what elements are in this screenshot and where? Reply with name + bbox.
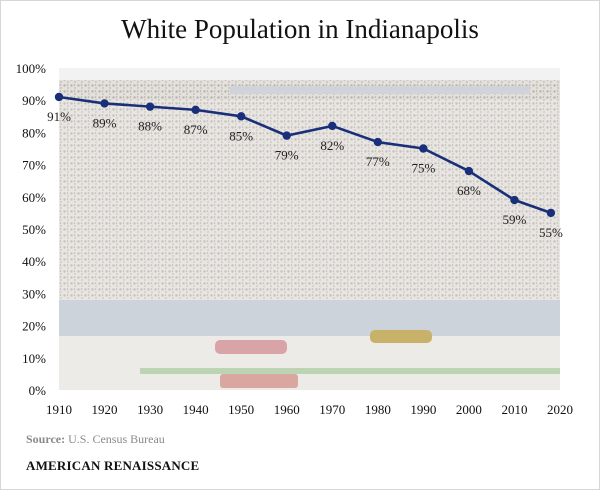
y-tick-label: 20% — [22, 319, 46, 334]
y-tick-label: 30% — [22, 286, 46, 301]
data-point — [546, 208, 556, 218]
y-tick-label: 50% — [22, 222, 46, 237]
x-tick-label: 1960 — [274, 402, 300, 417]
data-label: 82% — [320, 138, 344, 153]
y-tick-label: 0% — [29, 383, 47, 398]
y-tick-label: 90% — [22, 93, 46, 108]
data-label: 79% — [275, 148, 299, 163]
x-tick-label: 1940 — [183, 402, 209, 417]
x-tick-label: 2010 — [501, 402, 527, 417]
x-tick-label: 1910 — [46, 402, 72, 417]
grandstand-photo-background — [59, 68, 560, 390]
data-label: 85% — [229, 128, 253, 143]
brand-name: AMERICAN RENAISSANCE — [26, 458, 200, 473]
source-label: Source: — [26, 432, 66, 446]
data-label: 89% — [93, 115, 117, 130]
data-point — [100, 99, 109, 108]
data-label: 91% — [47, 109, 71, 124]
data-point — [464, 166, 474, 176]
x-tick-label: 1970 — [319, 402, 345, 417]
data-point — [236, 112, 246, 121]
track — [59, 336, 560, 390]
data-point — [145, 102, 155, 111]
x-tick-label: 2000 — [456, 402, 482, 417]
x-tick-label: 1990 — [410, 402, 436, 417]
x-tick-label: 1920 — [92, 402, 118, 417]
data-label: 77% — [366, 154, 390, 169]
data-point — [191, 105, 200, 115]
data-label: 75% — [411, 161, 435, 176]
y-tick-label: 70% — [22, 158, 46, 173]
y-tick-label: 80% — [22, 125, 46, 140]
y-axis-ticks: 0% 10% 20% 30% 40% 50% 60% 70% 80% 90% 100% — [16, 61, 47, 398]
data-label: 88% — [138, 119, 162, 134]
y-tick-label: 100% — [16, 61, 47, 76]
y-tick-label: 10% — [22, 351, 46, 366]
x-tick-label: 1950 — [228, 402, 254, 417]
data-point — [54, 92, 64, 102]
data-point — [510, 195, 519, 205]
y-tick-label: 40% — [22, 254, 46, 269]
source-note: Source: U.S. Census Bureau — [26, 432, 165, 447]
data-labels: 91% 89% 88% 87% 85% 79% 82% 77% 75% 68% 59% 55% — [47, 109, 563, 240]
grass-strip — [140, 368, 560, 374]
source-text: U.S. Census Bureau — [68, 432, 165, 446]
x-tick-label: 1980 — [365, 402, 391, 417]
crowd — [59, 80, 560, 300]
data-point — [282, 131, 291, 140]
y-tick-label: 60% — [22, 190, 46, 205]
data-point — [419, 144, 428, 153]
upper-deck — [230, 86, 530, 94]
data-label: 55% — [539, 225, 563, 240]
pace-car — [220, 374, 298, 388]
data-label: 68% — [457, 183, 481, 198]
chart-title: White Population in Indianapolis — [121, 14, 479, 44]
x-tick-label: 2020 — [547, 402, 573, 417]
x-axis-ticks: 1910 1920 1930 1940 1950 1960 1970 1980 1990 2000… — [46, 402, 573, 417]
race-car — [370, 330, 432, 343]
pit-wall — [59, 300, 560, 336]
data-label: 87% — [184, 122, 208, 137]
data-point — [373, 137, 383, 147]
series-white-population — [54, 92, 556, 218]
x-tick-label: 1930 — [137, 402, 163, 417]
race-car — [215, 340, 287, 354]
series-line — [58, 95, 552, 215]
data-label: 59% — [503, 212, 527, 227]
data-point — [328, 121, 337, 131]
